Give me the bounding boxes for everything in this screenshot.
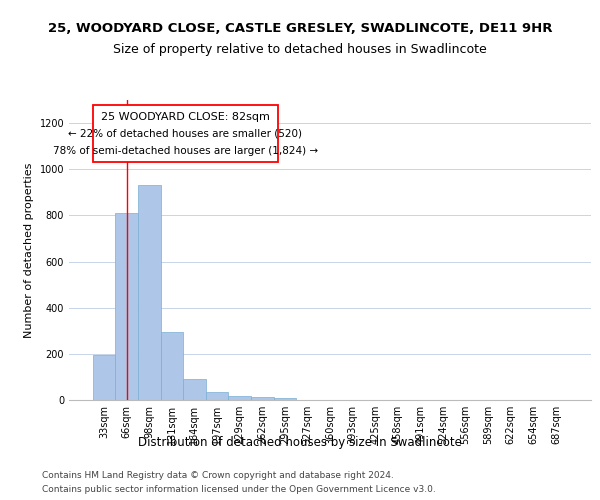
Bar — [206, 392, 229, 400]
Bar — [229, 396, 251, 400]
Text: 25 WOODYARD CLOSE: 82sqm: 25 WOODYARD CLOSE: 82sqm — [101, 112, 270, 122]
Bar — [161, 332, 183, 400]
Bar — [251, 397, 274, 400]
Bar — [93, 355, 115, 400]
Y-axis label: Number of detached properties: Number of detached properties — [24, 162, 34, 338]
Text: Distribution of detached houses by size in Swadlincote: Distribution of detached houses by size … — [138, 436, 462, 449]
Text: Contains public sector information licensed under the Open Government Licence v3: Contains public sector information licen… — [42, 484, 436, 494]
Bar — [183, 379, 206, 400]
Text: 78% of semi-detached houses are larger (1,824) →: 78% of semi-detached houses are larger (… — [53, 146, 318, 156]
Text: Contains HM Land Registry data © Crown copyright and database right 2024.: Contains HM Land Registry data © Crown c… — [42, 472, 394, 480]
Bar — [93, 104, 278, 162]
Bar — [274, 398, 296, 400]
Bar — [138, 186, 161, 400]
Text: ← 22% of detached houses are smaller (520): ← 22% of detached houses are smaller (52… — [68, 128, 302, 138]
Bar — [115, 213, 138, 400]
Text: Size of property relative to detached houses in Swadlincote: Size of property relative to detached ho… — [113, 42, 487, 56]
Text: 25, WOODYARD CLOSE, CASTLE GRESLEY, SWADLINCOTE, DE11 9HR: 25, WOODYARD CLOSE, CASTLE GRESLEY, SWAD… — [48, 22, 552, 36]
